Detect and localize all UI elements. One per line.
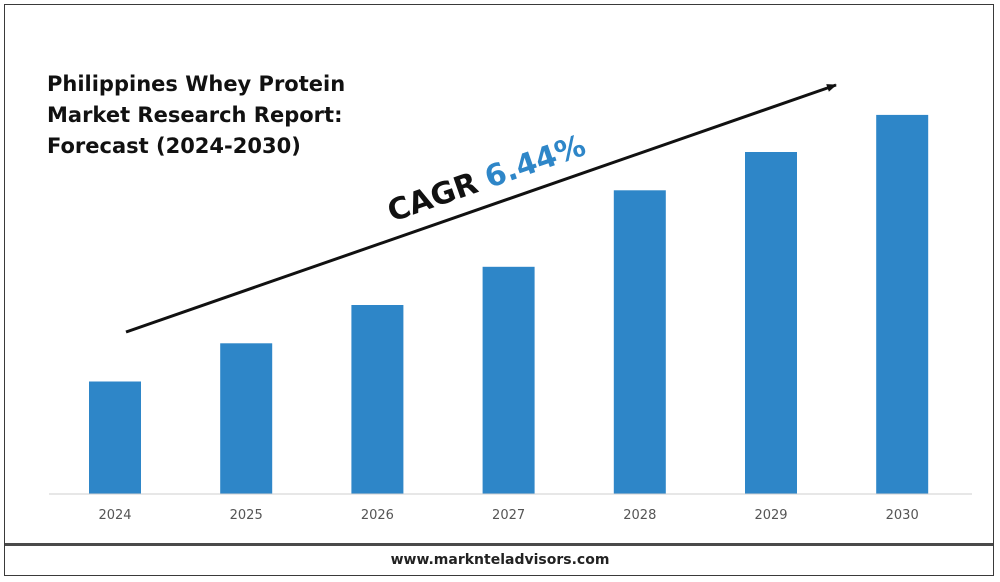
bar-2025 [220,343,273,495]
x-tick-2025: 2025 [230,508,263,523]
bar-2029 [745,152,797,494]
footer-website: www.marknteladvisors.com [390,552,610,568]
x-tick-2024: 2024 [98,508,131,523]
cagr-annotation: CAGR6.44% [383,128,590,229]
trend-arrow [125,83,837,334]
title-line-3: Forecast (2024-2030) [47,134,301,158]
title-line-2: Market Research Report: [47,103,342,127]
cagr-label: CAGR [383,166,482,230]
x-tick-2030: 2030 [886,508,919,523]
title-line-1: Philippines Whey Protein [47,72,345,96]
bar-chart: Philippines Whey Protein Market Research… [47,72,972,523]
bar-2026 [351,305,404,494]
bar-2030 [876,114,929,495]
x-tick-2026: 2026 [361,508,394,523]
bar-2027 [482,266,535,495]
bar-2024 [89,381,141,494]
cagr-value: 6.44% [480,128,590,195]
footer-divider [5,543,993,546]
chart-title: Philippines Whey Protein Market Research… [47,72,345,158]
x-tick-2027: 2027 [492,508,525,523]
chart-frame: Philippines Whey Protein Market Research… [4,4,994,576]
bar-series [89,114,929,495]
bar-2028 [613,190,666,495]
x-tick-2028: 2028 [623,508,656,523]
x-tick-2029: 2029 [754,508,787,523]
x-axis-ticks: 2024 2025 2026 2027 2028 2029 2030 [98,508,918,523]
